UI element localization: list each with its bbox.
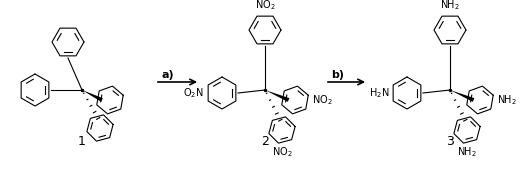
Polygon shape: [82, 90, 103, 102]
Text: H$_2$N: H$_2$N: [369, 86, 389, 100]
Text: 1: 1: [78, 135, 86, 148]
Text: 2: 2: [261, 135, 269, 148]
Text: NO$_2$: NO$_2$: [255, 0, 275, 12]
Text: NO$_2$: NO$_2$: [272, 146, 292, 159]
Polygon shape: [450, 90, 474, 102]
Text: NH$_2$: NH$_2$: [457, 146, 477, 159]
Text: 3: 3: [446, 135, 454, 148]
Text: b): b): [331, 70, 345, 80]
Polygon shape: [265, 90, 289, 102]
Text: NO$_2$: NO$_2$: [312, 93, 333, 107]
Text: a): a): [161, 70, 174, 80]
Text: O$_2$N: O$_2$N: [183, 86, 204, 100]
Text: NH$_2$: NH$_2$: [498, 93, 517, 107]
Text: NH$_2$: NH$_2$: [440, 0, 460, 12]
